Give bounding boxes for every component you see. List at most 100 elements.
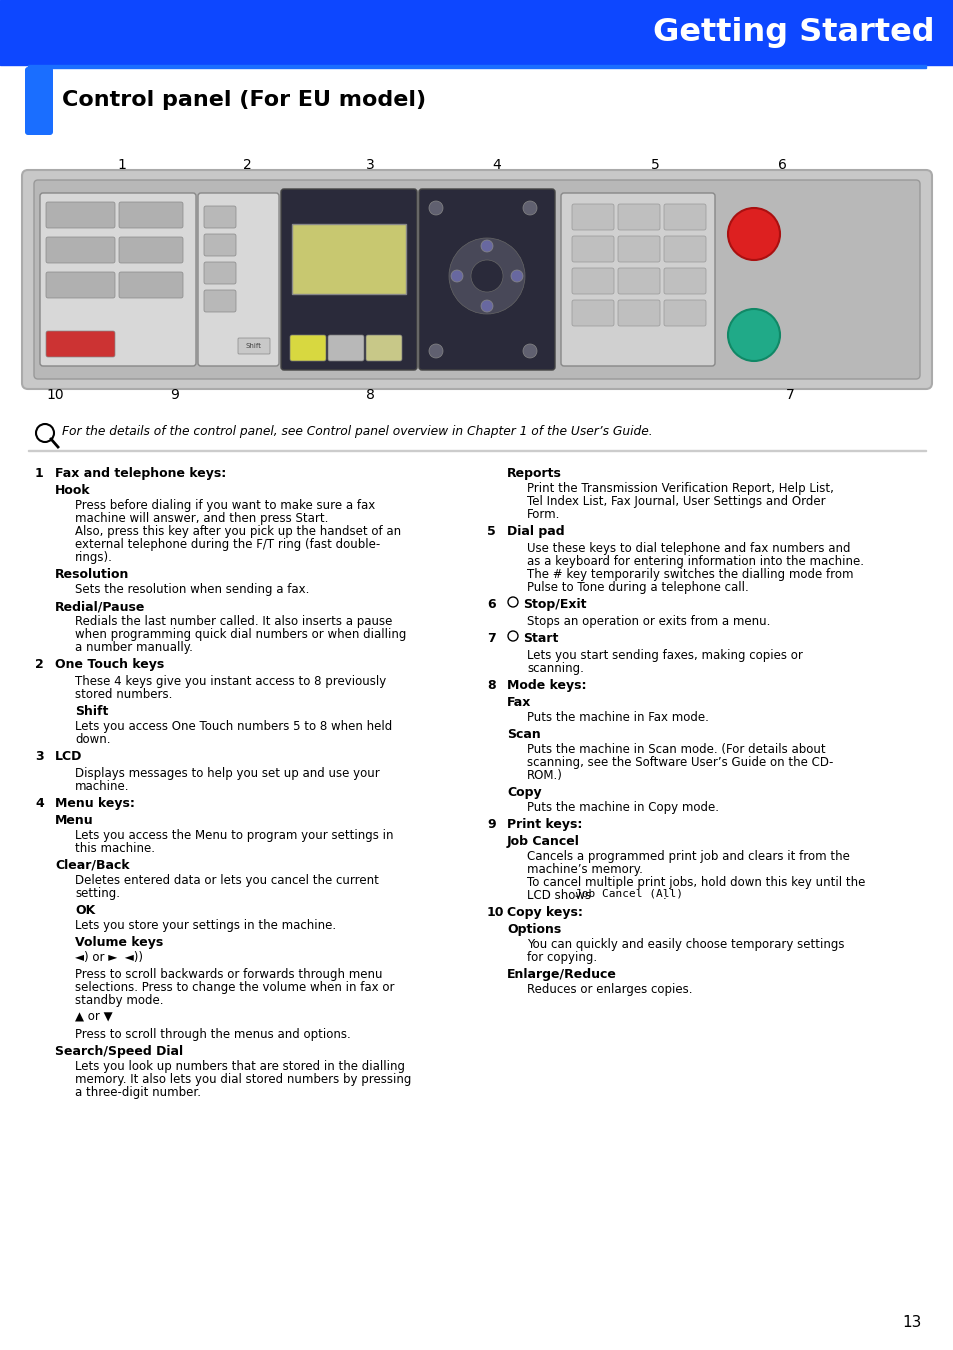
FancyBboxPatch shape — [46, 202, 115, 228]
Text: scanning, see the Software User’s Guide on the CD-: scanning, see the Software User’s Guide … — [526, 756, 833, 770]
FancyBboxPatch shape — [663, 236, 705, 262]
Text: To cancel multiple print jobs, hold down this key until the: To cancel multiple print jobs, hold down… — [526, 876, 864, 890]
Text: Puts the machine in Copy mode.: Puts the machine in Copy mode. — [526, 801, 719, 814]
Text: Use these keys to dial telephone and fax numbers and: Use these keys to dial telephone and fax… — [526, 541, 850, 555]
Circle shape — [449, 238, 524, 315]
Text: 1: 1 — [35, 467, 44, 481]
Circle shape — [480, 240, 493, 252]
Circle shape — [522, 344, 537, 358]
Text: 8: 8 — [365, 387, 374, 402]
FancyBboxPatch shape — [618, 269, 659, 294]
Text: Fax: Fax — [506, 697, 531, 709]
FancyBboxPatch shape — [204, 207, 235, 228]
Text: Form.: Form. — [526, 508, 559, 521]
Text: this machine.: this machine. — [75, 842, 154, 855]
Text: Shift: Shift — [246, 343, 262, 350]
Text: Job Cancel: Job Cancel — [506, 836, 579, 848]
Text: Tel Index List, Fax Journal, User Settings and Order: Tel Index List, Fax Journal, User Settin… — [526, 495, 824, 508]
Text: Search/Speed Dial: Search/Speed Dial — [55, 1045, 183, 1058]
Text: Reduces or enlarges copies.: Reduces or enlarges copies. — [526, 983, 692, 996]
FancyBboxPatch shape — [46, 331, 115, 356]
Text: Scan: Scan — [506, 728, 540, 741]
FancyBboxPatch shape — [572, 236, 614, 262]
FancyBboxPatch shape — [560, 193, 714, 366]
FancyBboxPatch shape — [46, 271, 115, 298]
Text: standby mode.: standby mode. — [75, 994, 163, 1007]
Text: You can quickly and easily choose temporary settings: You can quickly and easily choose tempor… — [526, 938, 843, 950]
FancyBboxPatch shape — [418, 189, 555, 370]
Text: Cancels a programmed print job and clears it from the: Cancels a programmed print job and clear… — [526, 850, 849, 863]
Text: Job Cancel (All): Job Cancel (All) — [575, 890, 682, 899]
Text: Enlarge/Reduce: Enlarge/Reduce — [506, 968, 617, 981]
Text: Pulse to Tone during a telephone call.: Pulse to Tone during a telephone call. — [526, 580, 748, 594]
Text: Stops an operation or exits from a menu.: Stops an operation or exits from a menu. — [526, 616, 770, 628]
Bar — [0, 0, 953, 65]
Text: 10: 10 — [46, 387, 64, 402]
Text: Volume keys: Volume keys — [75, 936, 163, 949]
Text: 9: 9 — [486, 818, 496, 832]
Text: 6: 6 — [777, 158, 785, 171]
Text: OK: OK — [75, 904, 95, 917]
FancyBboxPatch shape — [46, 238, 115, 263]
Text: Lets you access One Touch numbers 5 to 8 when held: Lets you access One Touch numbers 5 to 8… — [75, 720, 392, 733]
Text: memory. It also lets you dial stored numbers by pressing: memory. It also lets you dial stored num… — [75, 1073, 411, 1085]
Text: machine’s memory.: machine’s memory. — [526, 863, 642, 876]
Text: selections. Press to change the volume when in fax or: selections. Press to change the volume w… — [75, 981, 395, 994]
Text: machine.: machine. — [75, 780, 130, 792]
Text: ROM.): ROM.) — [526, 769, 562, 782]
FancyBboxPatch shape — [290, 335, 326, 360]
Text: for copying.: for copying. — [526, 950, 597, 964]
Text: Print keys:: Print keys: — [506, 818, 581, 832]
Text: Press before dialing if you want to make sure a fax: Press before dialing if you want to make… — [75, 500, 375, 512]
FancyBboxPatch shape — [328, 335, 364, 360]
FancyBboxPatch shape — [119, 238, 183, 263]
FancyBboxPatch shape — [119, 271, 183, 298]
Text: Press to scroll through the menus and options.: Press to scroll through the menus and op… — [75, 1027, 351, 1041]
Text: Stop/Exit: Stop/Exit — [522, 598, 586, 612]
Text: down.: down. — [75, 733, 111, 747]
Text: setting.: setting. — [75, 887, 120, 900]
FancyBboxPatch shape — [204, 262, 235, 284]
Text: 5: 5 — [650, 158, 659, 171]
Text: Sets the resolution when sending a fax.: Sets the resolution when sending a fax. — [75, 583, 309, 595]
Text: external telephone during the F/T ring (fast double-: external telephone during the F/T ring (… — [75, 539, 380, 551]
FancyBboxPatch shape — [663, 204, 705, 230]
Text: rings).: rings). — [75, 551, 112, 564]
FancyBboxPatch shape — [366, 335, 401, 360]
Circle shape — [451, 270, 462, 282]
Circle shape — [727, 309, 780, 360]
Text: Clear/Back: Clear/Back — [55, 859, 130, 872]
Text: Redial/Pause: Redial/Pause — [55, 599, 145, 613]
Text: Redials the last number called. It also inserts a pause: Redials the last number called. It also … — [75, 616, 392, 628]
Text: The # key temporarily switches the dialling mode from: The # key temporarily switches the diall… — [526, 568, 853, 580]
Text: 1: 1 — [117, 158, 127, 171]
Text: 3: 3 — [365, 158, 374, 171]
Text: 7: 7 — [486, 632, 496, 645]
Text: Control panel (For EU model): Control panel (For EU model) — [62, 90, 426, 109]
Text: Mode keys:: Mode keys: — [506, 679, 586, 693]
Text: Getting Started: Getting Started — [653, 18, 934, 49]
Text: Copy: Copy — [506, 786, 541, 799]
FancyBboxPatch shape — [34, 180, 919, 379]
Text: machine will answer, and then press Start.: machine will answer, and then press Star… — [75, 512, 328, 525]
Text: Resolution: Resolution — [55, 568, 130, 580]
Text: Reports: Reports — [506, 467, 561, 481]
Text: a number manually.: a number manually. — [75, 641, 193, 653]
Text: Displays messages to help you set up and use your: Displays messages to help you set up and… — [75, 767, 379, 780]
Text: 8: 8 — [486, 679, 496, 693]
Circle shape — [727, 208, 780, 261]
Text: 4: 4 — [492, 158, 501, 171]
Text: Lets you store your settings in the machine.: Lets you store your settings in the mach… — [75, 919, 335, 931]
Circle shape — [511, 270, 522, 282]
Text: when programming quick dial numbers or when dialling: when programming quick dial numbers or w… — [75, 628, 406, 641]
Text: 5: 5 — [486, 525, 496, 539]
FancyBboxPatch shape — [204, 234, 235, 256]
Text: Options: Options — [506, 923, 560, 936]
FancyBboxPatch shape — [198, 193, 278, 366]
Text: Deletes entered data or lets you cancel the current: Deletes entered data or lets you cancel … — [75, 873, 378, 887]
Text: Menu keys:: Menu keys: — [55, 796, 134, 810]
Text: a three-digit number.: a three-digit number. — [75, 1085, 201, 1099]
Text: Puts the machine in Scan mode. (For details about: Puts the machine in Scan mode. (For deta… — [526, 743, 824, 756]
Text: scanning.: scanning. — [526, 662, 583, 675]
Text: Press to scroll backwards or forwards through menu: Press to scroll backwards or forwards th… — [75, 968, 382, 981]
